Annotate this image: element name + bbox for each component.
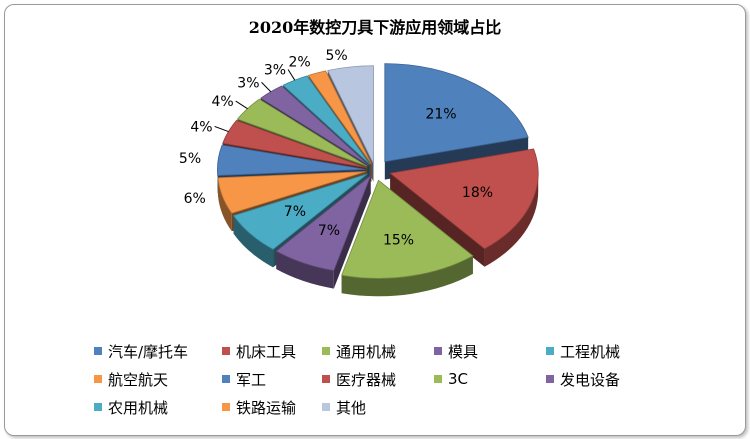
pie-slice-top-12	[327, 65, 374, 164]
pie-slice-1	[389, 148, 539, 267]
legend-swatch	[546, 347, 554, 355]
pie-label-12: 5%	[325, 48, 347, 64]
pie-slice-top-1	[389, 148, 539, 250]
pie-slice-side-1	[484, 173, 539, 267]
pie-label-10: 3%	[264, 62, 286, 78]
legend-label: 机床工具	[236, 342, 297, 361]
legend-swatch	[94, 347, 102, 355]
pie-label-5: 6%	[184, 191, 206, 207]
pie-label-0: 21%	[425, 107, 456, 123]
pie-label-2: 15%	[383, 233, 414, 249]
pie-label-3: 7%	[318, 223, 340, 239]
legend-swatch	[322, 375, 330, 383]
pie-leader-7	[214, 125, 229, 133]
legend-label: 发电设备	[560, 370, 621, 389]
legend-label: 军工	[236, 370, 267, 389]
legend-label: 3C	[448, 370, 469, 388]
legend-item-2: 通用机械	[322, 340, 434, 362]
pie-slice-top-4	[232, 173, 368, 250]
legend-label: 通用机械	[336, 342, 397, 361]
pie-slice-side-2	[341, 255, 473, 297]
legend-item-7: 医疗器械	[322, 368, 434, 390]
pie-slice-top-7	[222, 119, 367, 169]
legend-swatch	[434, 375, 442, 383]
pie-label-7: 4%	[190, 119, 212, 135]
pie-slice-top-10	[282, 75, 371, 165]
pie-label-1: 18%	[462, 185, 493, 201]
legend-label: 汽车/摩托车	[108, 342, 189, 361]
pie-slice-3	[275, 174, 372, 289]
legend-label: 医疗器械	[336, 370, 397, 389]
legend-item-9: 发电设备	[546, 368, 666, 390]
pie-leader-8	[235, 100, 248, 110]
legend-swatch	[222, 347, 230, 355]
chart-title: 2020年数控刀具下游应用领域占比	[248, 18, 502, 37]
legend-item-0: 汽车/摩托车	[94, 340, 222, 362]
legend-swatch	[322, 347, 330, 355]
pie-slice-top-3	[275, 174, 372, 272]
legend-item-5: 航空航天	[94, 368, 222, 390]
pie-slice-cut-3	[333, 175, 371, 289]
pie-label-6: 5%	[179, 151, 201, 167]
legend-swatch	[322, 403, 330, 411]
legend-item-6: 军工	[222, 368, 322, 390]
legend-item-1: 机床工具	[222, 340, 322, 362]
pie-label-9: 3%	[237, 75, 259, 91]
legend-item-10: 农用机械	[94, 396, 222, 418]
legend-label: 农用机械	[108, 398, 169, 417]
legend-swatch	[222, 403, 230, 411]
legend-label: 工程机械	[560, 342, 621, 361]
pie-slice-side-3	[276, 251, 334, 289]
pie-slice-2	[341, 179, 474, 297]
pie-leader-9	[261, 81, 272, 93]
legend-swatch	[546, 375, 554, 383]
pie-label-8: 4%	[211, 94, 233, 110]
legend: 汽车/摩托车 机床工具 通用机械 模具 工程机械航空航天 军工 医疗器械 3C 发电设备农用机械…	[94, 340, 714, 418]
pie-leader-10	[287, 69, 296, 81]
legend-label: 铁路运输	[236, 398, 297, 417]
legend-label: 模具	[448, 342, 479, 361]
pie-label-4: 7%	[284, 204, 306, 220]
legend-item-11: 铁路运输	[222, 396, 322, 418]
legend-label: 其他	[336, 398, 367, 417]
pie-label-11: 2%	[288, 54, 310, 70]
legend-item-8: 3C	[434, 368, 546, 390]
pie-slice-cut-1	[390, 173, 485, 267]
pie-slice-side-4	[233, 215, 274, 268]
legend-item-12: 其他	[322, 396, 434, 418]
legend-swatch	[222, 375, 230, 383]
legend-label: 航空航天	[108, 370, 169, 389]
pie-slice-top-11	[307, 70, 372, 165]
legend-swatch	[94, 375, 102, 383]
legend-item-3: 模具	[434, 340, 546, 362]
pie-slice-top-6	[217, 144, 366, 176]
pie-slice-top-5	[217, 171, 366, 214]
legend-swatch	[94, 403, 102, 411]
pie-slice-top-0	[384, 63, 529, 163]
pie-slice-side-5	[217, 177, 232, 232]
legend-swatch	[434, 347, 442, 355]
legend-item-4: 工程机械	[546, 340, 666, 362]
pie-slice-top-2	[341, 179, 474, 279]
